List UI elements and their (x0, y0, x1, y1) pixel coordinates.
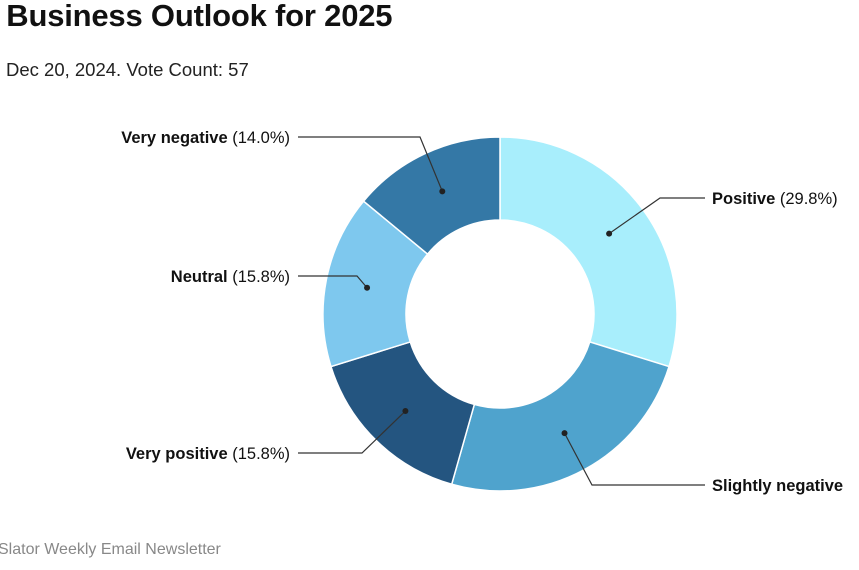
slice-label: Very positive (15.8%) (126, 445, 290, 463)
callout-line (298, 136, 443, 192)
slice-label: Neutral (15.8%) (171, 268, 290, 286)
callout-dot (606, 230, 613, 237)
callout-dot (439, 188, 446, 195)
donut-slice-very-negative (362, 136, 501, 256)
callout-line (298, 410, 406, 454)
callout-dot (561, 430, 568, 437)
slice-label: Slightly negative (712, 477, 843, 495)
slice-label: Positive (29.8%) (712, 190, 838, 208)
chart-title: r Business Outlook for 2025 (0, 0, 393, 33)
slice-label: Very negative (14.0%) (121, 129, 290, 147)
chart-subtitle: Dec 20, 2024. Vote Count: 57 (6, 59, 249, 80)
donut-slice-positive (499, 136, 678, 368)
callout-dot (402, 408, 409, 415)
donut-slice-slightly-negative (450, 340, 670, 492)
callout-line (564, 432, 705, 486)
callout-dot (364, 284, 371, 291)
callout-line (608, 197, 705, 235)
callout-line (298, 275, 368, 289)
chart-source: Slator Weekly Email Newsletter (0, 541, 221, 558)
